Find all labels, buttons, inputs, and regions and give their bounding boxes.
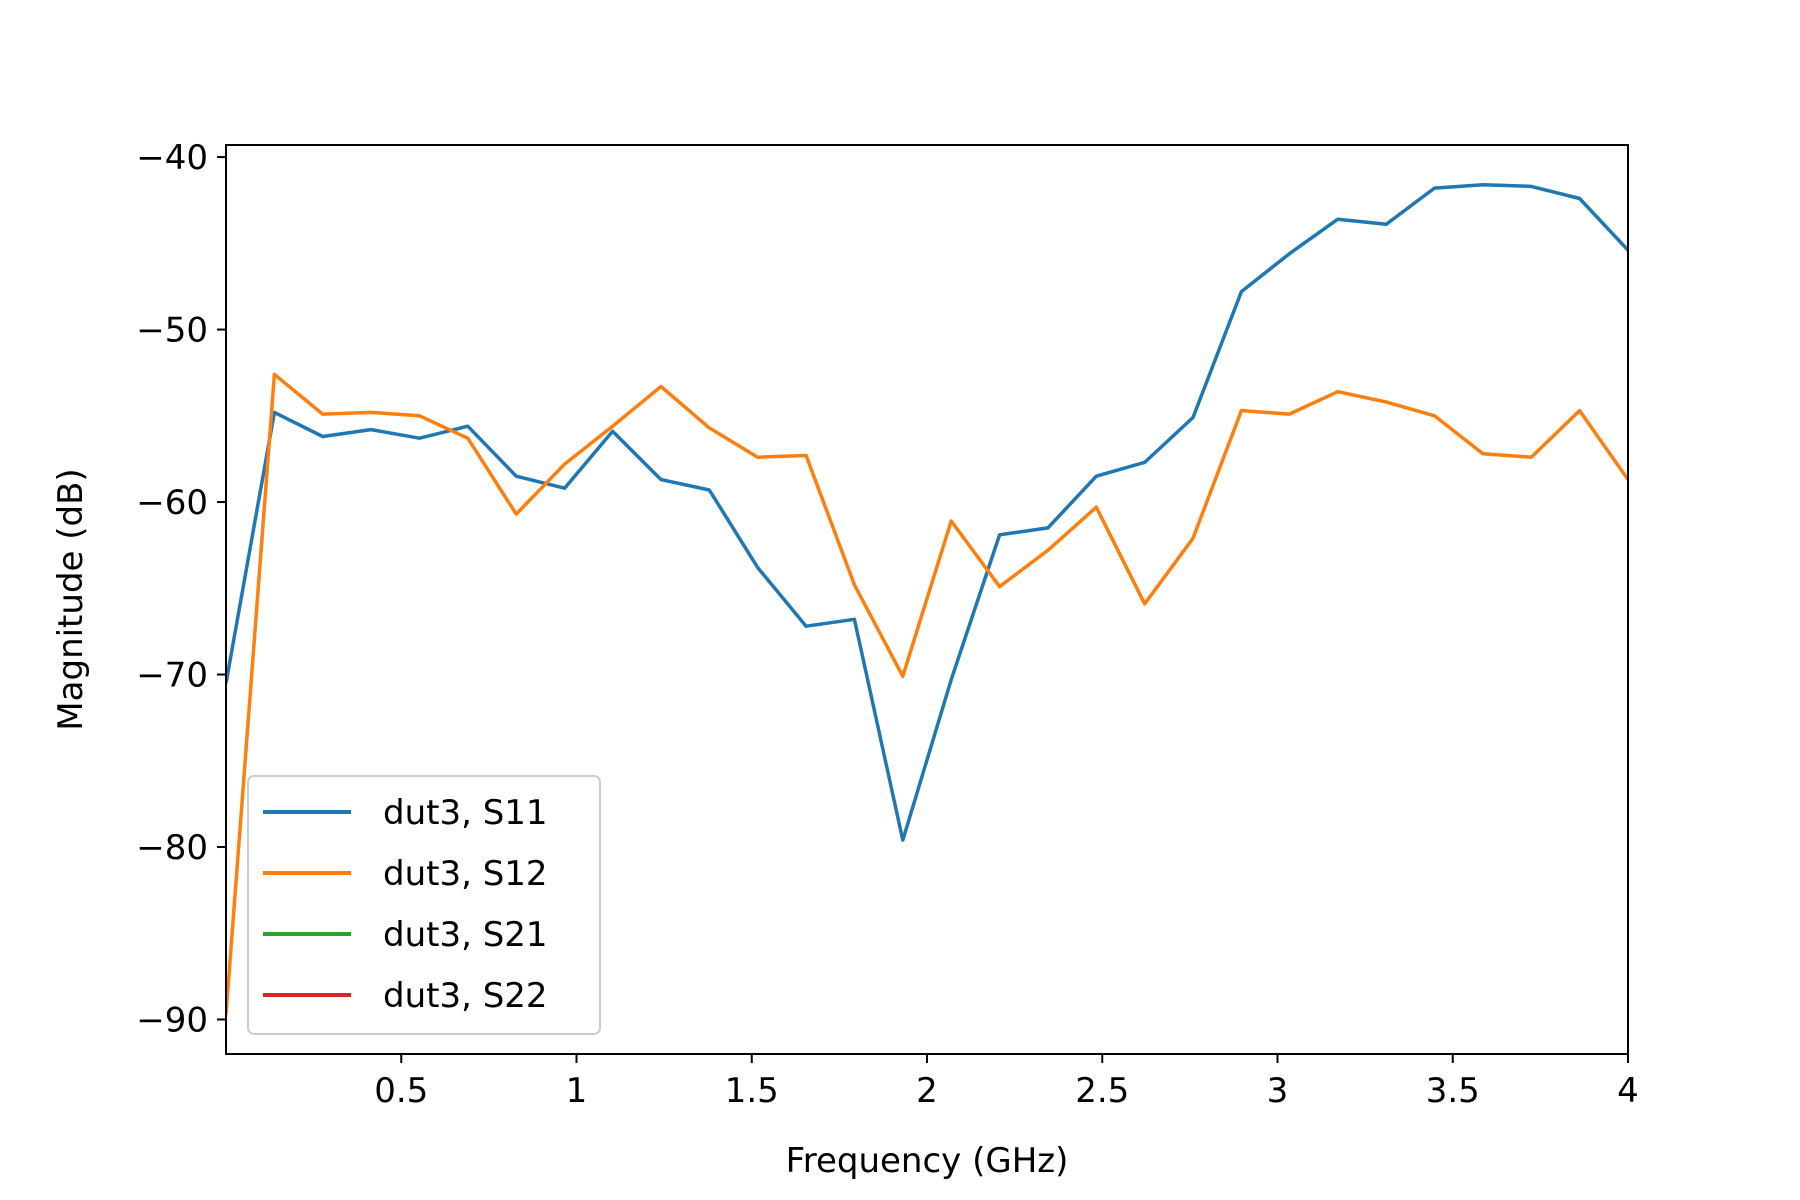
x-axis: 0.5 1 1.5 2 2.5 3 3.5 4 [374,1054,1639,1111]
y-tick-label: −40 [136,138,208,178]
legend-label: dut3, S21 [383,915,548,955]
y-axis-label: Magnitude (dB) [51,468,91,730]
x-tick-label: 1.5 [725,1071,779,1111]
y-axis: −40 −50 −60 −70 −80 −90 [136,138,226,1041]
legend-label: dut3, S22 [383,976,548,1016]
x-tick-label: 1 [566,1071,588,1111]
series-line-2 [226,372,1628,1015]
y-tick-label: −60 [136,483,208,523]
legend-label: dut3, S11 [383,793,548,833]
x-tick-label: 4 [1617,1071,1639,1111]
y-tick-label: −70 [136,656,208,696]
x-axis-label: Frequency (GHz) [786,1141,1069,1181]
y-tick-label: −50 [136,311,208,351]
legend-box [247,775,601,1035]
x-tick-label: 2 [916,1071,938,1111]
x-tick-label: 3 [1267,1071,1289,1111]
legend-label: dut3, S12 [383,854,548,894]
x-tick-label: 2.5 [1075,1071,1129,1111]
y-tick-label: −80 [136,828,208,868]
series-line-1 [226,182,1628,842]
x-tick-label: 0.5 [374,1071,428,1111]
legend: dut3, S11 dut3, S12 dut3, S21 dut3, S22 [247,775,601,1035]
x-tick-label: 3.5 [1426,1071,1480,1111]
y-tick-label: −90 [136,1001,208,1041]
